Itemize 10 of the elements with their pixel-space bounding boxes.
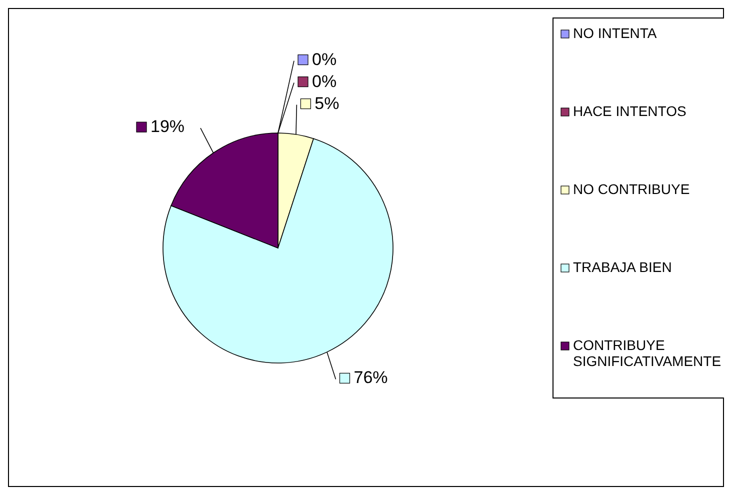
data-label: 19% [150, 117, 185, 136]
legend-label: NO INTENTA [573, 25, 658, 41]
text: 0% [312, 72, 337, 91]
legend-label: HACE INTENTOS [573, 103, 686, 119]
legend-label: TRABAJA BIEN [573, 259, 672, 275]
text: 0% [312, 50, 337, 69]
data-label: 5% [314, 94, 340, 113]
legend-label: NO CONTRIBUYE [573, 181, 690, 197]
data-label: 76% [354, 368, 388, 388]
legend-label: CONTRIBUYE SIGNIFICATIVAMENTE [573, 337, 722, 369]
